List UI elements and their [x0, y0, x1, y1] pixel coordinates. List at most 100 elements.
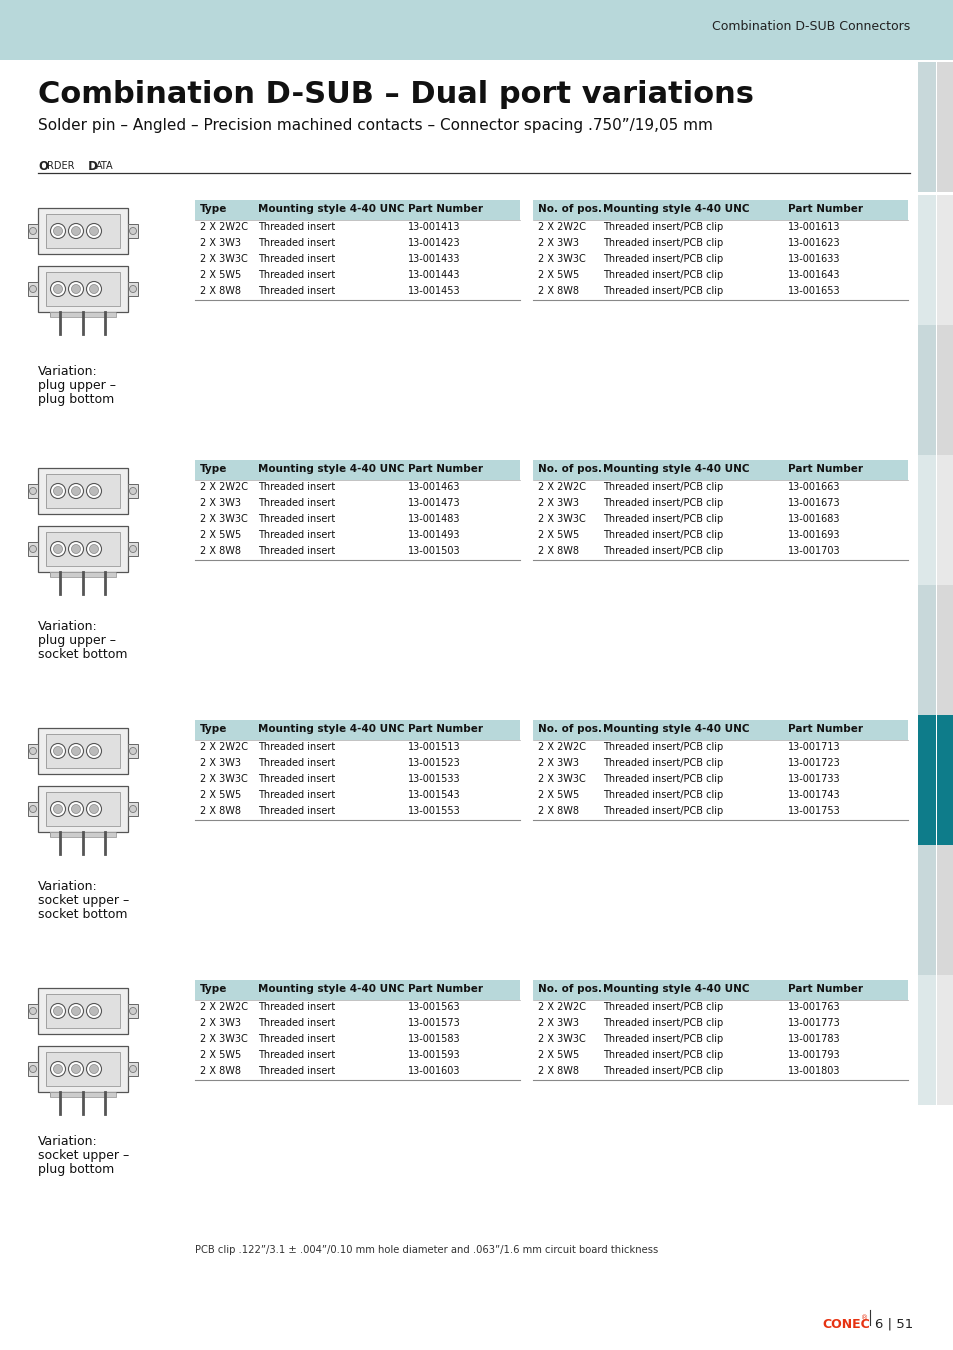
Text: 13-001673: 13-001673 — [787, 498, 840, 508]
Bar — [38, 468, 128, 514]
Text: 13-001563: 13-001563 — [408, 1002, 460, 1012]
Text: Threaded insert/PCB clip: Threaded insert/PCB clip — [602, 238, 722, 248]
Bar — [128, 541, 138, 556]
Text: 13-001703: 13-001703 — [787, 545, 840, 556]
Text: 13-001783: 13-001783 — [787, 1034, 840, 1044]
Bar — [917, 845, 935, 975]
Text: 13-001553: 13-001553 — [408, 806, 460, 815]
Circle shape — [90, 805, 98, 814]
Text: 2 X 5W5: 2 X 5W5 — [200, 531, 241, 540]
Text: ®: ® — [861, 1315, 867, 1322]
Text: 2 X 8W8: 2 X 8W8 — [537, 545, 578, 556]
Bar — [28, 1004, 38, 1018]
Text: 2 X 8W8: 2 X 8W8 — [200, 806, 241, 815]
Bar — [38, 266, 128, 312]
Circle shape — [30, 806, 36, 813]
Bar — [936, 585, 953, 716]
Text: 2 X 3W3: 2 X 3W3 — [200, 757, 241, 768]
Text: Threaded insert/PCB clip: Threaded insert/PCB clip — [602, 254, 722, 265]
Text: 2 X 2W2C: 2 X 2W2C — [200, 221, 248, 232]
Text: Mounting style 4-40 UNC: Mounting style 4-40 UNC — [257, 464, 404, 474]
Bar — [38, 728, 128, 774]
Text: D: D — [84, 161, 98, 173]
Text: O: O — [38, 161, 48, 173]
Bar — [46, 474, 120, 508]
Bar — [128, 1062, 138, 1076]
Text: Threaded insert/PCB clip: Threaded insert/PCB clip — [602, 743, 722, 752]
Text: Part Number: Part Number — [408, 724, 482, 734]
Circle shape — [69, 224, 84, 239]
Bar — [128, 485, 138, 498]
Bar — [38, 208, 128, 254]
Bar — [38, 988, 128, 1034]
Text: socket bottom: socket bottom — [38, 648, 128, 662]
Bar — [128, 1004, 138, 1018]
Text: 13-001763: 13-001763 — [787, 1002, 840, 1012]
Circle shape — [69, 744, 84, 759]
Bar — [917, 585, 935, 716]
Circle shape — [51, 744, 66, 759]
Text: 2 X 8W8: 2 X 8W8 — [200, 286, 241, 296]
Bar — [936, 845, 953, 975]
Bar — [28, 744, 38, 757]
Bar — [38, 526, 128, 572]
Circle shape — [71, 1065, 80, 1073]
Bar — [194, 460, 519, 481]
Text: 2 X 2W2C: 2 X 2W2C — [537, 221, 585, 232]
Bar — [46, 734, 120, 768]
Text: 2 X 3W3C: 2 X 3W3C — [200, 774, 248, 784]
Text: 2 X 8W8: 2 X 8W8 — [537, 806, 578, 815]
Text: Combination D-SUB – Dual port variations: Combination D-SUB – Dual port variations — [38, 80, 753, 109]
Circle shape — [51, 224, 66, 239]
Text: socket upper –: socket upper – — [38, 894, 129, 907]
Text: 13-001583: 13-001583 — [408, 1034, 460, 1044]
Text: 2 X 8W8: 2 X 8W8 — [537, 1066, 578, 1076]
Bar — [917, 62, 935, 192]
Text: 2 X 8W8: 2 X 8W8 — [200, 545, 241, 556]
Bar — [917, 194, 935, 325]
Text: 13-001463: 13-001463 — [408, 482, 460, 491]
Bar — [28, 802, 38, 815]
Text: plug bottom: plug bottom — [38, 393, 114, 406]
Text: Threaded insert/PCB clip: Threaded insert/PCB clip — [602, 482, 722, 491]
Bar — [50, 572, 116, 576]
Text: 2 X 3W3: 2 X 3W3 — [537, 757, 578, 768]
Bar — [46, 994, 120, 1027]
Circle shape — [90, 1065, 98, 1073]
Circle shape — [71, 747, 80, 756]
Circle shape — [69, 483, 84, 498]
Circle shape — [130, 1065, 136, 1072]
Bar — [28, 1062, 38, 1076]
Bar — [128, 1004, 138, 1018]
Bar — [917, 975, 935, 1106]
Text: Type: Type — [200, 724, 227, 734]
Bar — [28, 282, 38, 296]
Text: 13-001423: 13-001423 — [408, 238, 460, 248]
Text: ATA: ATA — [96, 161, 113, 171]
Bar — [128, 1062, 138, 1076]
Bar — [28, 541, 38, 556]
Text: Threaded insert: Threaded insert — [257, 757, 335, 768]
Text: Mounting style 4-40 UNC: Mounting style 4-40 UNC — [257, 724, 404, 734]
Bar — [128, 744, 138, 757]
Circle shape — [130, 228, 136, 235]
Bar — [28, 224, 38, 238]
Text: 2 X 3W3C: 2 X 3W3C — [537, 774, 585, 784]
Circle shape — [30, 487, 36, 494]
Text: PCB clip .122”/3.1 ± .004”/0.10 mm hole diameter and .063”/1.6 mm circuit board : PCB clip .122”/3.1 ± .004”/0.10 mm hole … — [194, 1245, 658, 1256]
Text: 2 X 3W3C: 2 X 3W3C — [200, 514, 248, 524]
Text: Variation:: Variation: — [38, 880, 97, 892]
Text: 2 X 8W8: 2 X 8W8 — [200, 1066, 241, 1076]
Text: Threaded insert/PCB clip: Threaded insert/PCB clip — [602, 286, 722, 296]
Text: 2 X 3W3: 2 X 3W3 — [200, 498, 241, 508]
Bar — [46, 215, 120, 248]
Text: Threaded insert: Threaded insert — [257, 1002, 335, 1012]
Text: Threaded insert: Threaded insert — [257, 531, 335, 540]
Text: RDER: RDER — [47, 161, 74, 171]
Bar — [194, 980, 519, 1000]
Circle shape — [53, 227, 63, 235]
Text: 2 X 3W3: 2 X 3W3 — [537, 1018, 578, 1027]
Text: 13-001773: 13-001773 — [787, 1018, 840, 1027]
Text: 2 X 2W2C: 2 X 2W2C — [537, 1002, 585, 1012]
Text: 2 X 5W5: 2 X 5W5 — [537, 270, 578, 279]
